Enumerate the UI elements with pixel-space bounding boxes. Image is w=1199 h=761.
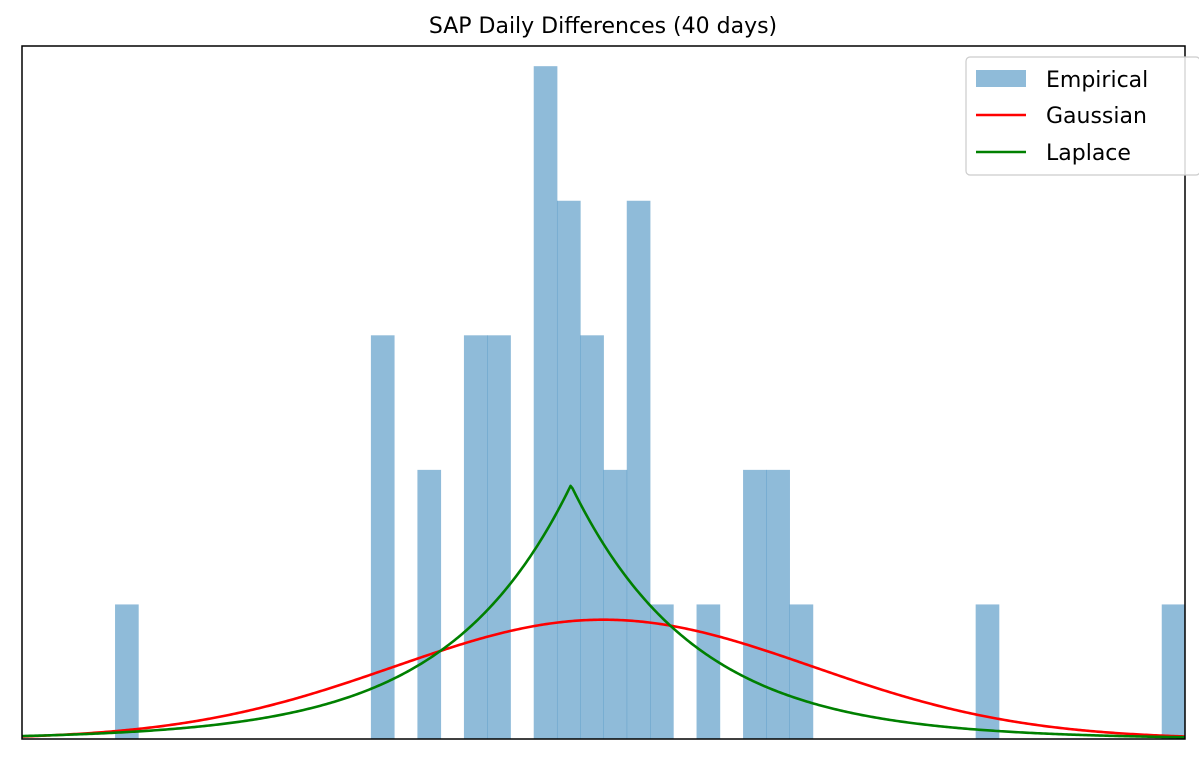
curve-gaussian (21, 618, 1186, 738)
distribution-curves (21, 484, 1186, 739)
legend-swatch-empirical (976, 70, 1026, 87)
histogram-bar-4 (487, 335, 511, 739)
histogram-bar-3 (463, 335, 488, 739)
chart-legend: Empirical Gaussian Laplace (965, 56, 1199, 176)
legend-label-laplace: Laplace (1046, 141, 1131, 166)
legend-label-empirical: Empirical (1046, 68, 1148, 93)
histogram-bar-0 (115, 604, 139, 739)
histogram-bar-16 (1161, 604, 1186, 739)
histogram-bar-11 (696, 604, 721, 739)
legend-label-gaussian: Gaussian (1046, 104, 1147, 129)
histogram-bar-6 (556, 200, 581, 739)
histogram-bar-14 (789, 604, 814, 739)
histogram-bar-7 (580, 335, 604, 739)
histogram-bar-15 (975, 604, 1000, 739)
histogram-bars (115, 66, 1186, 740)
plot-frame (21, 45, 1186, 740)
chart-title: SAP Daily Differences (40 days) (429, 14, 777, 39)
histogram-bar-5 (533, 66, 558, 740)
curve-laplace (21, 484, 1186, 739)
histogram-bar-1 (370, 335, 395, 739)
histogram-bar-2 (417, 469, 442, 739)
histogram-bar-8 (603, 469, 628, 739)
histogram-bar-13 (766, 469, 790, 739)
histogram-bar-12 (743, 469, 767, 739)
histogram-bar-9 (626, 200, 651, 739)
histogram-bar-10 (650, 604, 674, 739)
